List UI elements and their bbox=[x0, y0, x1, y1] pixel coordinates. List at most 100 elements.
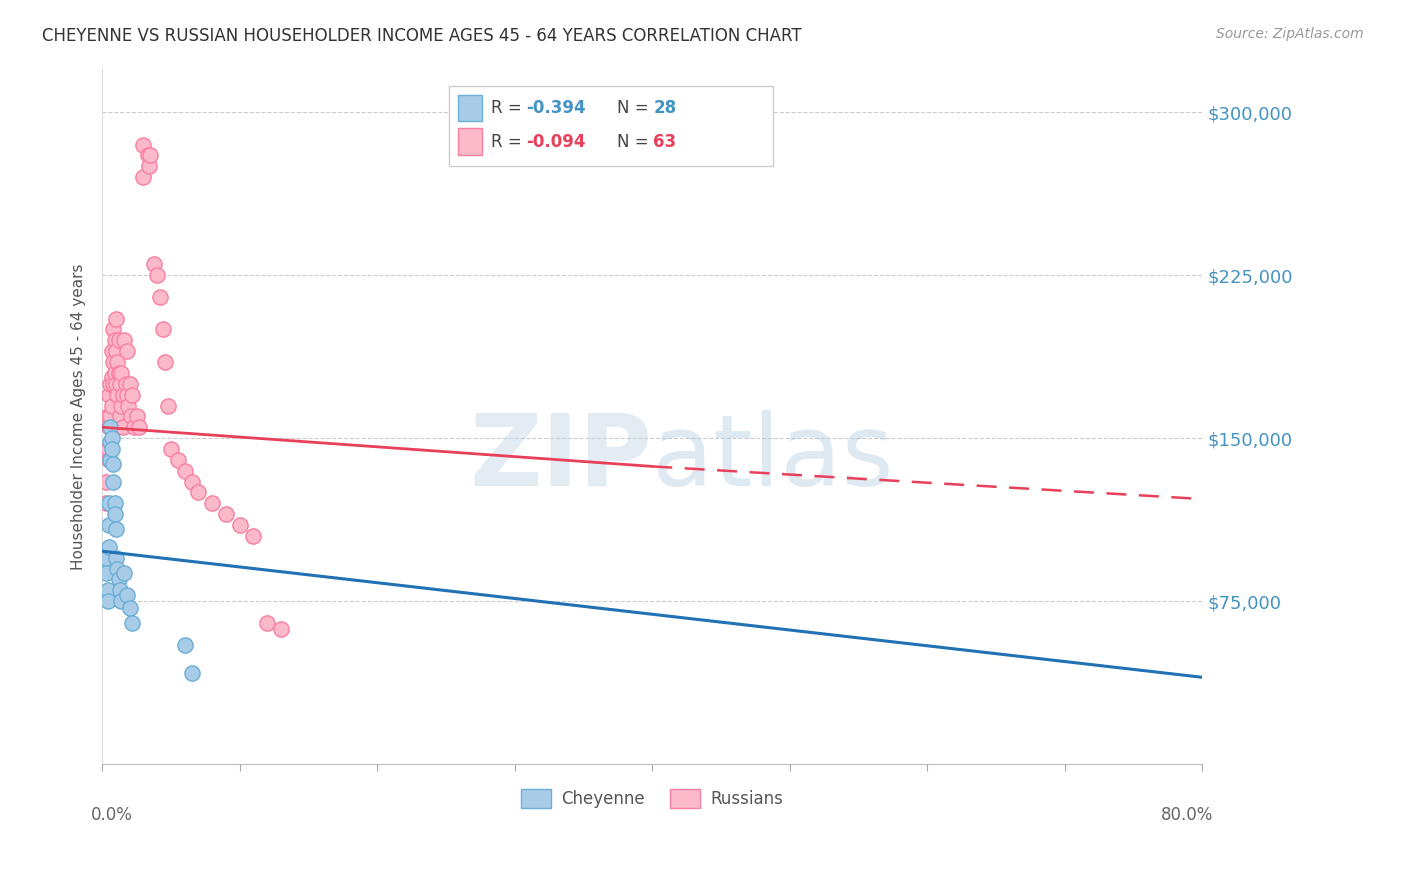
Point bbox=[103, 496, 125, 510]
Point bbox=[103, 322, 125, 336]
Point bbox=[103, 333, 125, 347]
Point bbox=[136, 148, 159, 162]
Point bbox=[98, 496, 121, 510]
Point bbox=[98, 420, 121, 434]
Point bbox=[96, 475, 118, 489]
Point bbox=[201, 496, 224, 510]
Point bbox=[98, 453, 121, 467]
Point bbox=[155, 355, 177, 369]
Point bbox=[103, 376, 125, 391]
Y-axis label: Householder Income Ages 45 - 64 years: Householder Income Ages 45 - 64 years bbox=[72, 263, 86, 570]
Point bbox=[107, 573, 129, 587]
Point bbox=[114, 376, 136, 391]
Text: N =: N = bbox=[617, 99, 654, 117]
Point bbox=[100, 376, 122, 391]
Point bbox=[242, 529, 264, 543]
Point bbox=[104, 344, 127, 359]
Point bbox=[97, 409, 120, 424]
Point bbox=[98, 518, 121, 533]
Text: N =: N = bbox=[617, 133, 654, 151]
Point bbox=[107, 366, 129, 380]
Point bbox=[105, 561, 128, 575]
Point bbox=[98, 540, 121, 554]
Point bbox=[96, 550, 118, 565]
Point bbox=[96, 496, 118, 510]
Point bbox=[149, 290, 172, 304]
Point bbox=[166, 453, 188, 467]
Point bbox=[270, 623, 292, 637]
Point bbox=[104, 376, 127, 391]
Point bbox=[139, 148, 162, 162]
Text: 0.0%: 0.0% bbox=[91, 806, 134, 824]
Point bbox=[115, 344, 138, 359]
Point bbox=[112, 566, 135, 580]
Point bbox=[103, 355, 125, 369]
Point bbox=[110, 399, 132, 413]
Point bbox=[100, 453, 122, 467]
Bar bbox=[449, 86, 773, 166]
Point bbox=[118, 376, 141, 391]
Text: R =: R = bbox=[491, 133, 526, 151]
Text: Source: ZipAtlas.com: Source: ZipAtlas.com bbox=[1216, 27, 1364, 41]
Point bbox=[101, 442, 124, 456]
Point bbox=[115, 588, 138, 602]
Point bbox=[112, 333, 135, 347]
Point bbox=[111, 420, 134, 434]
Point bbox=[132, 170, 155, 185]
Point bbox=[105, 355, 128, 369]
Point bbox=[97, 583, 120, 598]
Point bbox=[104, 523, 127, 537]
Point bbox=[173, 464, 195, 478]
Point bbox=[103, 475, 125, 489]
Point bbox=[121, 615, 143, 630]
Point bbox=[122, 420, 145, 434]
Point bbox=[105, 387, 128, 401]
Point bbox=[110, 594, 132, 608]
Point bbox=[97, 594, 120, 608]
Point bbox=[187, 485, 209, 500]
Bar bbox=[457, 128, 482, 155]
Text: CHEYENNE VS RUSSIAN HOUSEHOLDER INCOME AGES 45 - 64 YEARS CORRELATION CHART: CHEYENNE VS RUSSIAN HOUSEHOLDER INCOME A… bbox=[42, 27, 801, 45]
Point bbox=[100, 435, 122, 450]
Point bbox=[110, 366, 132, 380]
Text: atlas: atlas bbox=[652, 409, 894, 507]
Point bbox=[101, 431, 124, 445]
Point bbox=[103, 366, 125, 380]
Point bbox=[215, 507, 238, 521]
Text: -0.094: -0.094 bbox=[526, 133, 585, 151]
Point bbox=[96, 566, 118, 580]
Point bbox=[120, 409, 142, 424]
Point bbox=[98, 387, 121, 401]
Point bbox=[115, 387, 138, 401]
Point bbox=[228, 518, 250, 533]
Point bbox=[173, 638, 195, 652]
Point bbox=[157, 399, 180, 413]
Text: ZIP: ZIP bbox=[470, 409, 652, 507]
Point bbox=[108, 376, 131, 391]
Text: -0.394: -0.394 bbox=[526, 99, 585, 117]
Point bbox=[108, 583, 131, 598]
Point bbox=[104, 550, 127, 565]
Point bbox=[121, 387, 143, 401]
Point bbox=[103, 507, 125, 521]
Bar bbox=[457, 95, 482, 121]
Point bbox=[104, 311, 127, 326]
Point bbox=[256, 615, 278, 630]
Text: 63: 63 bbox=[654, 133, 676, 151]
Point bbox=[100, 409, 122, 424]
Point bbox=[107, 333, 129, 347]
Point bbox=[103, 457, 125, 471]
Point bbox=[111, 387, 134, 401]
Point bbox=[160, 442, 183, 456]
Point bbox=[117, 399, 139, 413]
Text: 28: 28 bbox=[654, 99, 676, 117]
Point bbox=[132, 137, 155, 152]
Point bbox=[97, 442, 120, 456]
Point bbox=[100, 420, 122, 434]
Point bbox=[125, 409, 148, 424]
Point bbox=[180, 475, 202, 489]
Point bbox=[118, 600, 141, 615]
Point bbox=[101, 399, 124, 413]
Text: 80.0%: 80.0% bbox=[1161, 806, 1213, 824]
Point bbox=[101, 344, 124, 359]
